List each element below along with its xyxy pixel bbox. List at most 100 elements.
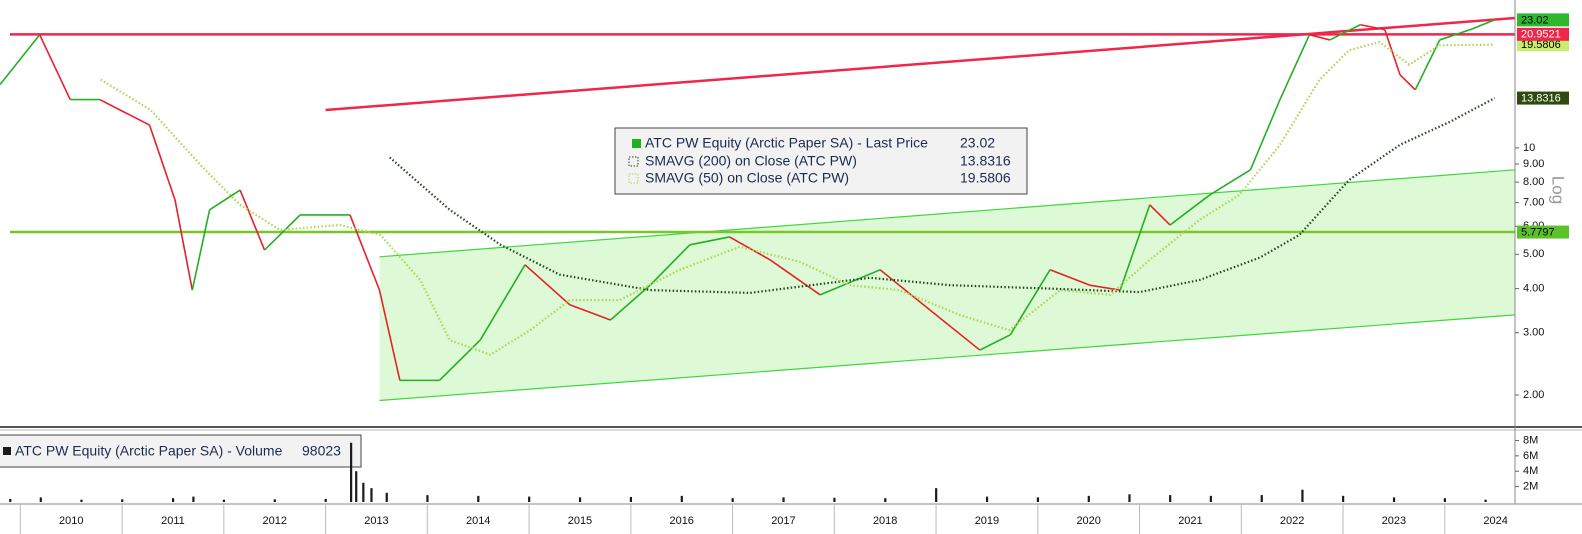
price-segment [1329, 24, 1361, 41]
channel-area [379, 169, 1516, 401]
moving-average [100, 41, 1495, 356]
y-tick-label: 7.00 [1523, 197, 1544, 209]
x-tick-label: 2019 [975, 515, 999, 527]
volume-bar [426, 495, 429, 502]
volume-tick-label: 8M [1523, 434, 1538, 446]
value-tag [1517, 38, 1569, 52]
price-segment [174, 199, 194, 291]
y-tick-label: 3.00 [1523, 327, 1544, 339]
volume-bar [629, 497, 633, 502]
value-tag [1517, 225, 1569, 239]
price-segment [819, 269, 881, 296]
y-tick-label: 2.00 [1523, 389, 1544, 401]
legend-label: ATC PW Equity (Arctic Paper SA) - Volume [15, 443, 283, 459]
legend-value: 98023 [302, 443, 341, 459]
volume-bar [39, 497, 42, 502]
volume-bar [1036, 497, 1040, 502]
price-segment [0, 34, 41, 86]
volume-bar [222, 499, 226, 502]
price-segment [1439, 28, 1471, 41]
legend-value: 19.5806 [960, 170, 1011, 186]
volume-bar [1260, 495, 1263, 502]
volume-bar [1087, 495, 1090, 502]
price-segment [438, 339, 481, 381]
x-tick-label: 2021 [1178, 515, 1202, 527]
value-tag-label: 20.9521 [1521, 29, 1561, 41]
volume-bar [1392, 497, 1396, 502]
price-segment [1169, 194, 1211, 226]
x-tick-label: 2020 [1076, 515, 1100, 527]
x-tick-label: 2016 [669, 515, 693, 527]
trendline [379, 169, 1516, 258]
volume-bar [884, 498, 887, 502]
price-segment [609, 284, 651, 321]
volume-bar [1209, 495, 1212, 502]
price-panel [0, 16, 1516, 402]
x-tick-label: 2015 [568, 515, 592, 527]
price-segment [1279, 34, 1311, 100]
x-tick-label: 2017 [771, 515, 795, 527]
price-segment [1384, 29, 1401, 76]
value-tag [1517, 13, 1569, 27]
volume-bar [192, 496, 195, 502]
price-segment [769, 259, 821, 296]
volume-bar [1128, 494, 1131, 502]
price-segment [349, 214, 381, 291]
volume-bar [324, 498, 327, 502]
price-segment [1360, 23, 1385, 31]
price-segment [879, 269, 931, 311]
volume-bar [528, 496, 531, 502]
price-segment [1209, 169, 1251, 196]
legend: ATC PW Equity (Arctic Paper SA) - Last P… [614, 127, 1028, 195]
y-axis-label: Log [1549, 176, 1568, 204]
x-tick-label: 2012 [262, 515, 286, 527]
price-segment [38, 34, 71, 100]
volume-bar [273, 499, 276, 502]
x-tick-label: 2023 [1382, 515, 1406, 527]
legend-value: 13.8316 [960, 153, 1011, 169]
legend-box [614, 127, 1028, 195]
x-tick-label: 2010 [59, 515, 83, 527]
price-segment [1009, 269, 1051, 336]
price-segment [1309, 33, 1331, 41]
value-tag-label: 19.5806 [1521, 39, 1561, 51]
value-tag [1517, 91, 1569, 105]
price-segment [479, 264, 526, 341]
legend-swatch [628, 156, 639, 167]
x-tick-label: 2022 [1280, 515, 1304, 527]
volume-bar [1484, 499, 1487, 502]
volume-bar [578, 497, 582, 502]
volume-bar [833, 497, 836, 502]
volume-bar [1301, 489, 1304, 502]
legend-value: 23.02 [960, 135, 995, 151]
volume-tick-label: 4M [1523, 465, 1538, 477]
volume-tick-label: 6M [1523, 450, 1538, 462]
price-segment [148, 124, 176, 201]
price-segment [1414, 39, 1441, 91]
price-segment [569, 303, 611, 321]
price-segment [1469, 19, 1495, 31]
volume-bar [385, 492, 388, 502]
x-tick-label: 2018 [873, 515, 897, 527]
value-tag-label: 23.02 [1521, 14, 1549, 26]
price-segment [191, 209, 211, 291]
volume-bar [1342, 495, 1345, 502]
volume-bar [1169, 495, 1172, 502]
price-segment [209, 189, 241, 211]
volume-legend: ATC PW Equity (Arctic Paper SA) - Volume… [0, 434, 362, 468]
volume-bar [350, 442, 353, 502]
price-segment [1249, 99, 1281, 171]
y-tick-label: 4.00 [1523, 282, 1544, 294]
y-tick-label: 8.00 [1523, 176, 1544, 188]
volume-bar [680, 495, 683, 502]
legend-swatch [632, 139, 641, 148]
value-tag-label: 13.8316 [1521, 92, 1561, 104]
price-segment [649, 244, 691, 286]
y-tick-label: 9.00 [1523, 158, 1544, 170]
value-tag [1517, 27, 1569, 41]
x-tick-label: 2014 [466, 515, 490, 527]
legend-label: SMAVG (200) on Close (ATC PW) [645, 153, 857, 169]
trendline [379, 314, 1516, 402]
legend-label: SMAVG (50) on Close (ATC PW) [645, 170, 849, 186]
legend-label: ATC PW Equity (Arctic Paper SA) - Last P… [645, 135, 928, 151]
